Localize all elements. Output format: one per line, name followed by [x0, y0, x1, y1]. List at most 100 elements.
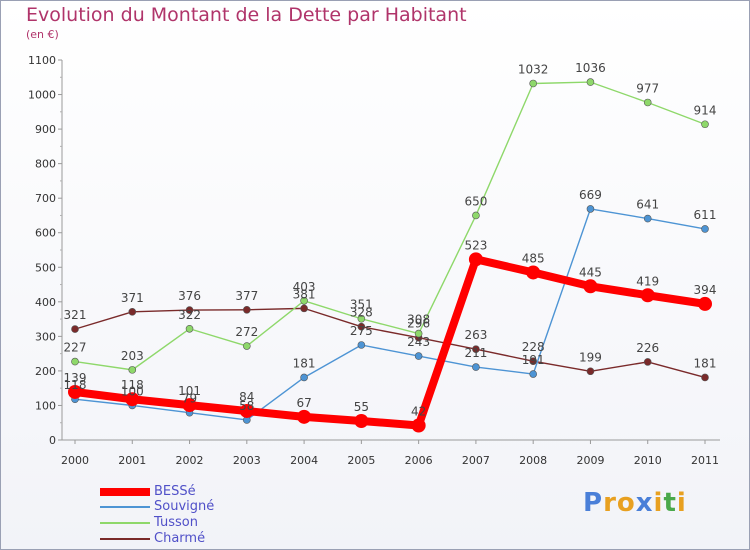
data-label-3: 376 [178, 289, 201, 303]
data-label-3: 377 [235, 289, 258, 303]
y-tick-label: 1000 [28, 89, 56, 102]
legend-label-bessé: BESSé [154, 484, 196, 499]
series-line-3 [74, 307, 706, 379]
y-tick-label: 800 [35, 158, 56, 171]
data-label-2: 322 [178, 308, 201, 322]
series-point-2 [185, 324, 194, 333]
y-tick-label: 400 [35, 296, 56, 309]
x-tick-label: 2005 [347, 454, 375, 467]
x-tick-label: 2010 [634, 454, 662, 467]
data-label-2: 1036 [575, 61, 606, 75]
series-point-3 [529, 357, 537, 366]
data-label-2: 203 [121, 349, 144, 363]
legend-item-souvigné: Souvigné [100, 499, 300, 515]
series-point-2 [414, 329, 423, 338]
data-label-3: 263 [464, 328, 487, 342]
logo-letter: i [653, 488, 664, 518]
series-point-1 [300, 373, 308, 382]
data-label-2: 272 [235, 325, 258, 339]
series-point-1 [529, 370, 537, 378]
y-tick-label: 300 [35, 330, 56, 343]
series-point-2 [128, 366, 137, 374]
data-label-1: 641 [636, 198, 659, 212]
series-line-0 [74, 255, 706, 430]
series-point-0 [125, 392, 140, 407]
chart-title: Evolution du Montant de la Dette par Hab… [26, 4, 467, 26]
logo-letter: i [676, 488, 687, 518]
logo-letter: x [635, 488, 654, 518]
series-point-0 [182, 398, 197, 413]
data-label-1: 100 [121, 384, 144, 398]
series-line-1 [74, 208, 706, 421]
series-point-0 [239, 403, 254, 418]
logo-letter: P [583, 488, 604, 518]
series-point-0 [68, 384, 82, 399]
data-label-0: 101 [178, 384, 201, 398]
data-label-0: 55 [354, 400, 369, 414]
series-line-2 [74, 81, 706, 371]
data-label-0: 445 [579, 265, 602, 279]
series-point-3 [643, 358, 652, 366]
data-label-2: 351 [350, 298, 373, 312]
y-tick-label: 0 [49, 434, 56, 447]
series-point-1 [357, 341, 366, 349]
series-point-1 [586, 205, 595, 213]
x-tick-label: 2007 [462, 454, 490, 467]
series-point-2 [529, 79, 537, 88]
x-tick-label: 2004 [290, 454, 318, 467]
data-label-3: 228 [522, 340, 545, 354]
data-label-0: 523 [464, 238, 487, 252]
series-point-3 [357, 322, 366, 331]
series-point-3 [586, 367, 595, 376]
y-tick-label: 600 [35, 227, 56, 240]
data-label-2: 308 [407, 313, 430, 327]
x-tick-label: 2011 [691, 454, 719, 467]
data-label-0: 139 [64, 371, 87, 385]
series-point-1 [414, 352, 423, 360]
x-tick-label: 2008 [519, 454, 547, 467]
data-label-1: 79 [182, 392, 197, 406]
series-point-1 [701, 225, 709, 233]
y-tick-label: 500 [35, 261, 56, 274]
chart-subtitle: (en €) [26, 28, 59, 41]
legend-swatch-charmé [100, 538, 150, 540]
legend-swatch-bessé [100, 488, 150, 496]
data-label-0: 118 [121, 378, 144, 392]
data-label-1: 181 [293, 356, 316, 370]
series-point-0 [583, 279, 598, 294]
data-label-1: 118 [64, 378, 87, 392]
data-label-3: 381 [293, 287, 316, 301]
series-point-0 [526, 265, 541, 280]
x-tick-label: 2000 [61, 454, 89, 467]
data-label-1: 611 [694, 208, 717, 222]
series-point-0 [297, 409, 312, 424]
data-label-1: 211 [464, 346, 487, 360]
series-point-3 [71, 325, 79, 333]
series-point-3 [128, 308, 137, 316]
data-label-0: 485 [522, 251, 545, 265]
series-point-2 [643, 98, 652, 107]
series-point-3 [472, 345, 480, 353]
y-tick-label: 700 [35, 192, 56, 205]
x-tick-label: 2001 [118, 454, 146, 467]
data-label-2: 227 [64, 341, 87, 355]
y-tick-label: 200 [35, 365, 56, 378]
x-tick-label: 2002 [176, 454, 204, 467]
series-point-0 [640, 288, 655, 303]
series-point-0 [468, 252, 483, 267]
data-label-2: 914 [694, 103, 717, 117]
series-point-2 [586, 78, 595, 86]
series-point-3 [701, 373, 709, 382]
data-label-0: 84 [239, 390, 254, 404]
data-label-1: 669 [579, 188, 602, 202]
data-label-3: 199 [579, 350, 602, 364]
data-label-0: 42 [411, 404, 426, 418]
series-point-2 [71, 357, 79, 366]
series-point-2 [701, 120, 709, 129]
data-label-0: 419 [636, 274, 659, 288]
data-label-2: 977 [636, 81, 659, 95]
x-tick-label: 2009 [576, 454, 604, 467]
data-label-1: 191 [522, 353, 545, 367]
data-label-2: 650 [464, 194, 487, 208]
